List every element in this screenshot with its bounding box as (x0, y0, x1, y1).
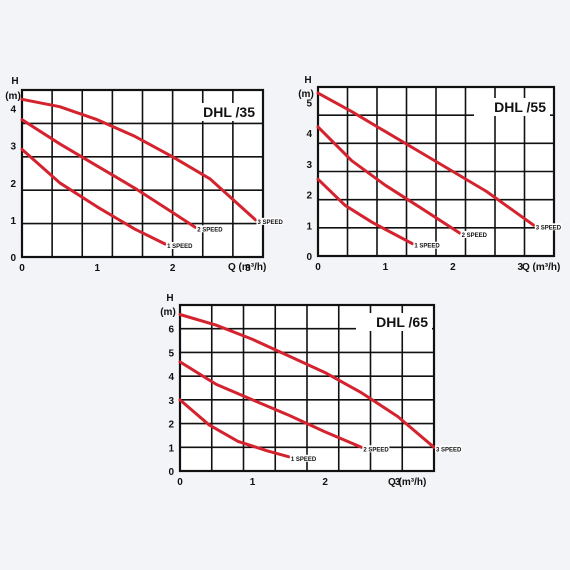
x-tick-label: 3 (518, 262, 524, 273)
series-label-1: 1 SPEED (291, 457, 317, 463)
series-line-1 (178, 398, 291, 459)
x-axis-label: Q (m³/h) (388, 477, 426, 488)
y-axis-label: H (166, 293, 173, 304)
y-tick-label: 5 (306, 98, 312, 109)
x-tick-label: 0 (19, 263, 25, 274)
y-tick-label: 6 (168, 325, 174, 336)
x-tick-label: 3 (245, 263, 251, 274)
x-tick-label: 1 (95, 263, 101, 274)
series-line-1 (20, 147, 167, 246)
y-tick-label: 0 (10, 253, 16, 264)
x-tick-label: 1 (250, 477, 256, 488)
series-label-2: 2 SPEED (462, 233, 488, 239)
series-line-1 (316, 177, 414, 246)
speed-label-background (534, 223, 562, 231)
plot-frame (178, 303, 436, 473)
y-tick-label: 1 (306, 221, 312, 232)
series-label-3: 3 SPEED (536, 225, 562, 231)
y-axis-unit: (m) (160, 307, 176, 318)
series-label-1: 1 SPEED (414, 244, 440, 250)
x-tick-label: 2 (170, 263, 176, 274)
chart-2: DHL /55 H (m) Q (m³/h) 0 1 2 3 0 1 2 3 4 5 1 SPEED 2 SP… (298, 75, 562, 273)
speed-label-background (460, 230, 488, 238)
y-tick-label: 4 (306, 129, 312, 140)
y-axis-label: H (304, 75, 311, 86)
speed-label-background (256, 217, 284, 225)
series-label-3: 3 SPEED (257, 220, 283, 226)
y-axis-unit: (m) (298, 89, 314, 100)
y-tick-label: 3 (306, 160, 312, 171)
series-line-3 (20, 97, 257, 222)
x-tick-label: 1 (383, 262, 389, 273)
speed-label-background (362, 445, 390, 453)
chart-1: DHL /35 H (m) Q (m³/h) 0 1 2 3 0 1 2 3 4 1 SPEED 2 SPE… (5, 76, 283, 274)
x-axis-label: Q (m³/h) (228, 262, 266, 273)
x-tick-label: 3 (395, 477, 401, 488)
title-background (183, 103, 259, 121)
speed-label-background (435, 445, 462, 453)
series-line-3 (178, 313, 436, 449)
y-tick-label: 3 (10, 142, 16, 153)
x-tick-label: 2 (322, 477, 328, 488)
x-axis-label: Q (m³/h) (522, 262, 560, 273)
series-label-1: 1 SPEED (167, 244, 193, 250)
chart-title: DHL /35 (203, 104, 255, 120)
plot-frame (20, 88, 265, 259)
y-tick-label: 2 (168, 420, 174, 431)
y-tick-label: 0 (168, 467, 174, 478)
x-tick-label: 0 (177, 477, 183, 488)
speed-label-background (196, 225, 224, 233)
y-axis-unit: (m) (5, 91, 21, 102)
y-tick-label: 2 (306, 191, 312, 202)
y-tick-label: 1 (10, 216, 16, 227)
series-line-2 (20, 118, 197, 229)
chart-3: DHL /65 H (m) Q (m³/h) 0 1 2 3 0 1 2 3 4 5 6 1 SPEED 2 S… (160, 293, 462, 488)
y-tick-label: 2 (10, 179, 16, 190)
title-background (356, 313, 432, 331)
title-background (474, 98, 550, 116)
speed-label-background (166, 242, 194, 250)
x-tick-label: 2 (450, 262, 456, 273)
series-label-3: 3 SPEED (436, 447, 462, 453)
y-tick-label: 4 (168, 372, 174, 383)
y-tick-label: 3 (168, 396, 174, 407)
chart-title: DHL /55 (494, 99, 546, 115)
series-line-2 (316, 125, 462, 235)
y-tick-label: 0 (306, 252, 312, 263)
chart-title: DHL /65 (376, 314, 428, 330)
speed-label-background (289, 454, 317, 462)
y-axis-label: H (11, 76, 18, 87)
plot-frame (316, 85, 556, 258)
series-line-3 (316, 91, 536, 227)
y-tick-label: 5 (168, 348, 174, 359)
y-tick-label: 4 (10, 105, 16, 116)
speed-label-background (413, 241, 441, 249)
series-line-2 (178, 360, 363, 449)
series-label-2: 2 SPEED (363, 447, 389, 453)
series-label-2: 2 SPEED (197, 227, 223, 233)
y-tick-label: 1 (168, 443, 174, 454)
x-tick-label: 0 (315, 262, 321, 273)
